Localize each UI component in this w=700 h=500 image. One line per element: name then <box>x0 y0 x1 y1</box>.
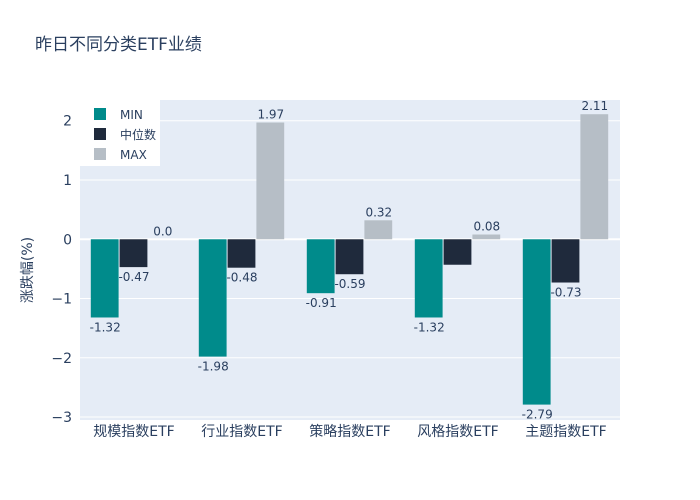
legend-swatch[interactable] <box>94 108 106 120</box>
x-tick-label: 规模指数ETF <box>93 424 174 440</box>
legend-label[interactable]: MAX <box>120 148 147 162</box>
data-label: 1.97 <box>257 108 284 122</box>
bar <box>256 122 285 240</box>
y-axis-label: 涨跌幅(%) <box>20 237 36 303</box>
bar <box>335 239 364 275</box>
data-label: -0.59 <box>334 277 365 291</box>
data-label: -0.91 <box>306 296 337 310</box>
bars: -1.32 -0.47 0.0 -1.98 -0.48 1.97 -0.91 -0.59 0.3… <box>90 99 609 422</box>
y-tick-labels: 2 1 0 −1 −2 −3 <box>51 114 72 426</box>
y-tick-label: 1 <box>63 173 72 189</box>
bar <box>580 114 609 240</box>
chart-title: 昨日不同分类ETF业绩 <box>35 35 202 55</box>
data-label: -1.32 <box>90 320 121 334</box>
bar <box>414 239 443 318</box>
data-label: -1.32 <box>414 320 445 334</box>
legend-label[interactable]: 中位数 <box>120 127 156 142</box>
legend-label[interactable]: MIN <box>120 108 143 122</box>
bar <box>198 239 227 357</box>
bar <box>90 239 119 318</box>
data-label: -0.47 <box>118 270 149 284</box>
x-tick-label: 风格指数ETF <box>417 424 498 440</box>
bar <box>472 234 501 240</box>
data-label: -1.98 <box>198 360 229 374</box>
legend-background <box>80 100 160 166</box>
bar <box>522 239 551 405</box>
x-tick-label: 行业指数ETF <box>201 424 282 440</box>
y-tick-label: −3 <box>51 410 72 426</box>
data-label: 0.32 <box>365 205 392 219</box>
legend-swatch[interactable] <box>94 128 106 140</box>
legend-swatch[interactable] <box>94 148 106 160</box>
x-tick-label: 主题指数ETF <box>525 424 606 440</box>
bar <box>119 239 148 268</box>
bar <box>443 239 472 265</box>
y-tick-label: −1 <box>51 292 72 308</box>
data-label: 2.11 <box>581 99 608 113</box>
bar <box>551 239 580 283</box>
y-tick-label: 0 <box>63 232 72 248</box>
data-label: -0.48 <box>226 271 257 285</box>
bar <box>306 239 335 294</box>
legend[interactable]: MIN 中位数 MAX <box>80 100 160 166</box>
data-label: -2.79 <box>522 408 553 422</box>
y-tick-label: 2 <box>63 114 72 130</box>
y-tick-label: −2 <box>51 351 72 367</box>
x-tick-label: 策略指数ETF <box>309 423 390 440</box>
bar <box>364 220 393 240</box>
bar <box>227 239 256 268</box>
data-label: -0.73 <box>550 286 581 300</box>
data-label: 0.08 <box>473 220 500 234</box>
data-label: 0.0 <box>153 224 172 238</box>
x-tick-labels: 规模指数ETF 行业指数ETF 策略指数ETF 风格指数ETF 主题指数ETF <box>93 423 606 440</box>
